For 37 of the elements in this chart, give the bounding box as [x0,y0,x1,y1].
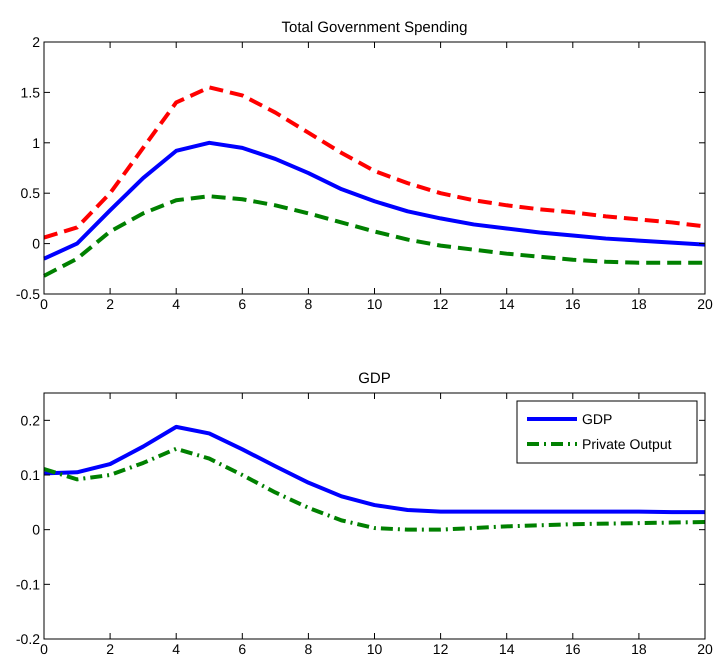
line-series [42,424,707,514]
x-tick-label: 20 [697,296,713,312]
y-tick-label: -0.5 [16,286,40,302]
x-tick-label: 8 [304,296,312,312]
x-tick-label: 12 [432,641,449,657]
y-tick-label: 2 [32,34,40,50]
line-series [42,140,707,261]
x-tick-label: 10 [366,641,382,657]
legend-label: Private Output [582,436,672,452]
x-tick-label: 2 [106,641,114,657]
legend-label: GDP [582,411,612,427]
x-tick-label: 20 [697,641,713,657]
y-tick-label: 0.1 [20,467,40,483]
x-tick-label: 4 [172,296,180,312]
x-tick-label: 14 [498,296,515,312]
chart-title: Total Government Spending [282,19,468,36]
x-tick-label: 18 [631,641,647,657]
x-tick-label: 12 [432,296,449,312]
y-tick-label: 1 [32,134,40,151]
chart-title: GDP [358,370,391,387]
y-tick-label: 0 [32,522,40,538]
y-tick-label: -0.1 [16,576,40,592]
x-tick-label: 4 [172,641,180,657]
x-tick-label: 10 [366,296,382,312]
x-tick-label: 6 [238,296,246,312]
y-tick-label: 0 [32,236,40,252]
x-tick-label: 18 [631,296,647,312]
y-tick-label: 0.5 [20,185,40,202]
x-tick-label: 8 [304,641,312,657]
x-tick-label: 14 [498,641,515,657]
y-tick-label: -0.2 [16,631,40,647]
x-tick-label: 2 [106,296,114,312]
x-tick-label: 6 [238,641,246,657]
x-tick-label: 16 [565,296,581,312]
y-tick-label: 0.2 [20,412,40,428]
y-tick-label: 1.5 [20,84,40,100]
x-tick-label: 16 [565,641,581,657]
